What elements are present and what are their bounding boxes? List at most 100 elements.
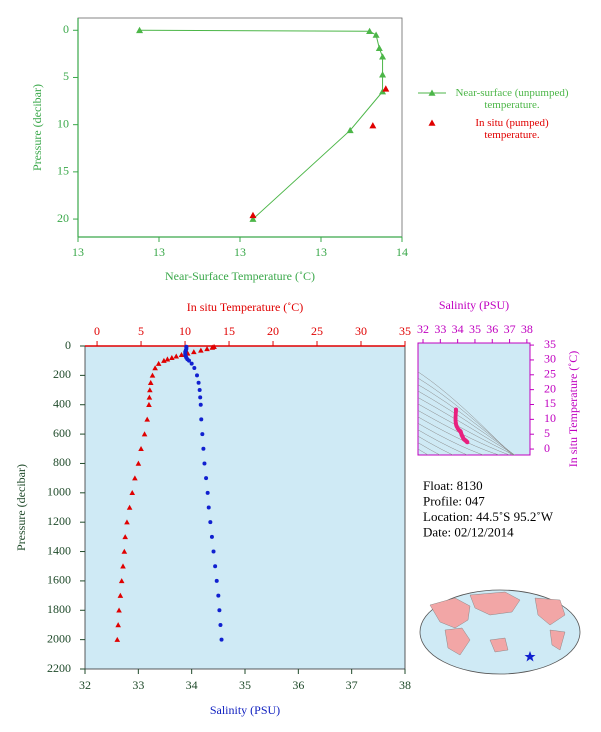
salinity-marker bbox=[209, 534, 214, 539]
plot-frame bbox=[77, 17, 403, 238]
salinity-marker bbox=[204, 476, 209, 481]
temperature-marker bbox=[117, 592, 124, 598]
y-axis-label: Pressure (decibar) bbox=[30, 84, 44, 171]
y-axis-label: In situ Temperature (˚C) bbox=[566, 351, 580, 468]
x2-tick-label: 15 bbox=[223, 324, 235, 338]
temperature-marker bbox=[178, 352, 185, 358]
marker bbox=[249, 211, 257, 219]
temperature-marker bbox=[132, 475, 138, 481]
contour bbox=[418, 384, 515, 455]
temperature-marker bbox=[169, 354, 175, 360]
temperature-marker bbox=[121, 548, 128, 554]
ts-point bbox=[465, 440, 470, 445]
x2-tick-label: 20 bbox=[267, 324, 279, 338]
temperature-marker bbox=[161, 357, 167, 363]
temperature-marker bbox=[164, 356, 171, 362]
x-tick-label: 13 bbox=[72, 245, 84, 259]
marker bbox=[372, 31, 380, 38]
temperature-marker bbox=[155, 360, 162, 366]
marker bbox=[379, 71, 387, 78]
temperature-marker bbox=[198, 347, 204, 353]
inset-area bbox=[417, 342, 531, 456]
temperature-marker bbox=[209, 344, 216, 350]
salinity-marker bbox=[206, 505, 211, 510]
y-tick-label: 30 bbox=[544, 352, 556, 366]
contour bbox=[418, 442, 441, 455]
x-tick-label: 36 bbox=[292, 678, 304, 692]
contour bbox=[418, 423, 484, 455]
y-tick-label: 20 bbox=[544, 381, 556, 395]
y-tick-label: 400 bbox=[53, 396, 71, 410]
legend-marker bbox=[428, 89, 436, 96]
salinity-marker bbox=[218, 622, 223, 627]
y-tick-label: 1600 bbox=[47, 573, 71, 587]
x-tick-label: 13 bbox=[315, 245, 327, 259]
salinity-marker bbox=[211, 549, 216, 554]
temperature-marker bbox=[204, 346, 210, 352]
salinity-marker bbox=[196, 380, 201, 385]
world-map bbox=[419, 589, 581, 675]
salinity-marker bbox=[201, 446, 206, 451]
y-tick-label: 35 bbox=[544, 337, 556, 351]
x-tick-label: 14 bbox=[396, 245, 408, 259]
x-axis-label: Salinity (PSU) bbox=[439, 298, 509, 312]
temperature-marker bbox=[115, 622, 121, 628]
temperature-marker bbox=[129, 490, 136, 496]
y-tick-label: 800 bbox=[53, 455, 71, 469]
temperature-marker bbox=[173, 353, 180, 359]
contour bbox=[418, 429, 469, 455]
salinity-marker bbox=[217, 608, 222, 613]
temperature-marker bbox=[122, 534, 129, 540]
x-tick-label: 32 bbox=[417, 322, 429, 336]
salinity-marker bbox=[197, 388, 202, 393]
x-axis-label: Salinity (PSU) bbox=[210, 703, 280, 717]
temperature-marker bbox=[152, 365, 158, 371]
marker bbox=[346, 126, 354, 134]
temperature-marker bbox=[118, 578, 125, 584]
x-tick-label: 37 bbox=[346, 678, 358, 692]
x-tick-label: 32 bbox=[79, 678, 91, 692]
marker bbox=[369, 122, 377, 129]
temperature-marker bbox=[116, 607, 122, 613]
marker bbox=[136, 26, 144, 34]
salinity-marker bbox=[187, 358, 191, 363]
marker bbox=[366, 27, 374, 35]
y-tick-label: 600 bbox=[53, 426, 71, 440]
salinity-marker bbox=[198, 395, 203, 400]
salinity-marker bbox=[216, 593, 221, 598]
x-tick-label: 38 bbox=[521, 322, 533, 336]
x-tick-label: 37 bbox=[504, 322, 516, 336]
x-tick-label: 13 bbox=[234, 245, 246, 259]
salinity-marker bbox=[199, 417, 204, 422]
salinity-marker bbox=[219, 637, 224, 642]
y-tick-label: 0 bbox=[65, 338, 71, 352]
density-contours bbox=[418, 371, 516, 455]
y-tick-label: 0 bbox=[63, 22, 69, 36]
legend-marker bbox=[428, 119, 436, 126]
contour bbox=[418, 416, 500, 455]
x2-axis-label: In situ Temperature (˚C) bbox=[187, 300, 304, 314]
x-tick-label: 33 bbox=[434, 322, 446, 336]
temperature-marker bbox=[120, 563, 126, 569]
y-tick-label: 10 bbox=[57, 116, 69, 130]
temperature-marker bbox=[146, 401, 152, 407]
temperature-marker bbox=[141, 431, 148, 437]
x2-tick-label: 30 bbox=[355, 324, 367, 338]
y-tick-label: 1400 bbox=[47, 543, 71, 557]
salinity-marker bbox=[189, 361, 194, 366]
salinity-marker bbox=[195, 373, 199, 378]
legend-label: In situ (pumped) temperature. bbox=[475, 117, 549, 141]
marker bbox=[379, 53, 387, 60]
y-tick-label: 2000 bbox=[47, 631, 71, 645]
legend-label: Near-surface (unpumped) temperature. bbox=[455, 87, 569, 111]
y-tick-label: 5 bbox=[63, 69, 69, 83]
x2-tick-label: 5 bbox=[138, 324, 144, 338]
temperature-marker bbox=[146, 394, 153, 400]
marker bbox=[249, 215, 257, 222]
y-tick-label: 5 bbox=[544, 426, 550, 440]
salinity-marker bbox=[200, 432, 205, 437]
y-tick-label: 2200 bbox=[47, 661, 71, 675]
temperature-marker bbox=[124, 519, 130, 525]
salinity-marker bbox=[198, 402, 203, 407]
